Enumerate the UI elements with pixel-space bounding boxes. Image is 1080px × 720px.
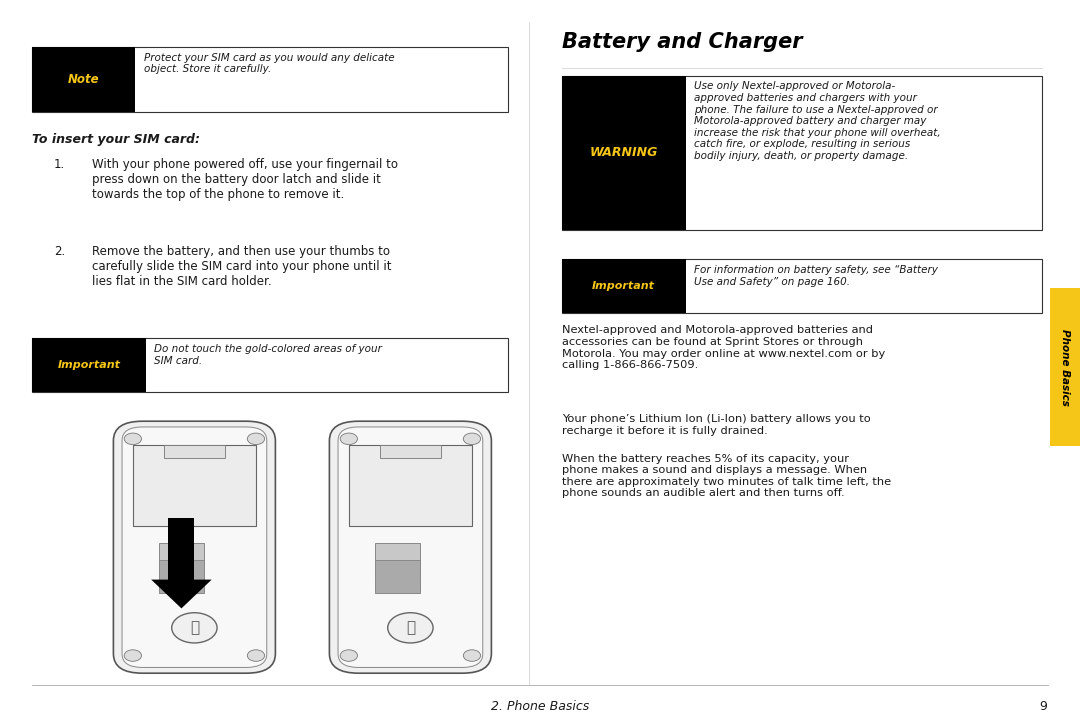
- Circle shape: [388, 613, 433, 643]
- FancyBboxPatch shape: [338, 427, 483, 667]
- Bar: [159, 543, 204, 576]
- Text: Note: Note: [68, 73, 99, 86]
- Circle shape: [247, 649, 265, 662]
- Bar: [159, 560, 204, 593]
- Circle shape: [463, 649, 481, 662]
- FancyBboxPatch shape: [32, 338, 508, 392]
- FancyBboxPatch shape: [122, 427, 267, 667]
- Bar: [562, 259, 686, 313]
- Text: Ⓜ: Ⓜ: [190, 621, 199, 635]
- Text: Ⓜ: Ⓜ: [406, 621, 415, 635]
- Bar: [168, 518, 194, 580]
- Text: For information on battery safety, see “Battery
Use and Safety” on page 160.: For information on battery safety, see “…: [694, 265, 939, 287]
- FancyBboxPatch shape: [113, 421, 275, 673]
- Text: Your phone’s Lithium Ion (Li-Ion) battery allows you to
recharge it before it is: Your phone’s Lithium Ion (Li-Ion) batter…: [562, 414, 870, 436]
- FancyBboxPatch shape: [562, 259, 1042, 313]
- FancyBboxPatch shape: [329, 421, 491, 673]
- Circle shape: [340, 649, 357, 662]
- Bar: [380, 445, 442, 458]
- Bar: [32, 47, 135, 112]
- Bar: [164, 445, 225, 458]
- Circle shape: [124, 433, 141, 444]
- Bar: [349, 445, 472, 526]
- Text: Nextel-approved and Motorola-approved batteries and
accessories can be found at : Nextel-approved and Motorola-approved ba…: [562, 325, 885, 370]
- FancyBboxPatch shape: [32, 47, 508, 112]
- FancyBboxPatch shape: [562, 76, 1042, 230]
- Bar: [32, 338, 146, 392]
- Bar: [133, 445, 256, 526]
- Text: Remove the battery, and then use your thumbs to
carefully slide the SIM card int: Remove the battery, and then use your th…: [92, 245, 391, 288]
- Bar: [562, 76, 686, 230]
- Text: With your phone powered off, use your fingernail to
press down on the battery do: With your phone powered off, use your fi…: [92, 158, 397, 202]
- Polygon shape: [151, 580, 212, 608]
- Circle shape: [463, 433, 481, 444]
- Bar: [375, 560, 420, 593]
- Text: Use only Nextel-approved or Motorola-
approved batteries and chargers with your
: Use only Nextel-approved or Motorola- ap…: [694, 81, 941, 161]
- Text: 2. Phone Basics: 2. Phone Basics: [491, 700, 589, 713]
- Circle shape: [340, 433, 357, 444]
- Text: Battery and Charger: Battery and Charger: [562, 32, 802, 53]
- Text: 9: 9: [1040, 700, 1048, 713]
- Text: To insert your SIM card:: To insert your SIM card:: [32, 133, 201, 146]
- Text: Important: Important: [592, 282, 656, 291]
- Text: Phone Basics: Phone Basics: [1059, 329, 1070, 405]
- Text: When the battery reaches 5% of its capacity, your
phone makes a sound and displa: When the battery reaches 5% of its capac…: [562, 454, 891, 498]
- Text: 2.: 2.: [54, 245, 65, 258]
- Text: Important: Important: [57, 361, 121, 370]
- Text: Protect your SIM card as you would any delicate
object. Store it carefully.: Protect your SIM card as you would any d…: [144, 53, 394, 74]
- Circle shape: [172, 613, 217, 643]
- Circle shape: [124, 649, 141, 662]
- Circle shape: [247, 433, 265, 444]
- Bar: [1050, 288, 1080, 446]
- Text: Do not touch the gold-colored areas of your
SIM card.: Do not touch the gold-colored areas of y…: [154, 344, 382, 366]
- Text: 1.: 1.: [54, 158, 65, 171]
- Bar: [375, 543, 420, 576]
- Text: WARNING: WARNING: [590, 146, 658, 160]
